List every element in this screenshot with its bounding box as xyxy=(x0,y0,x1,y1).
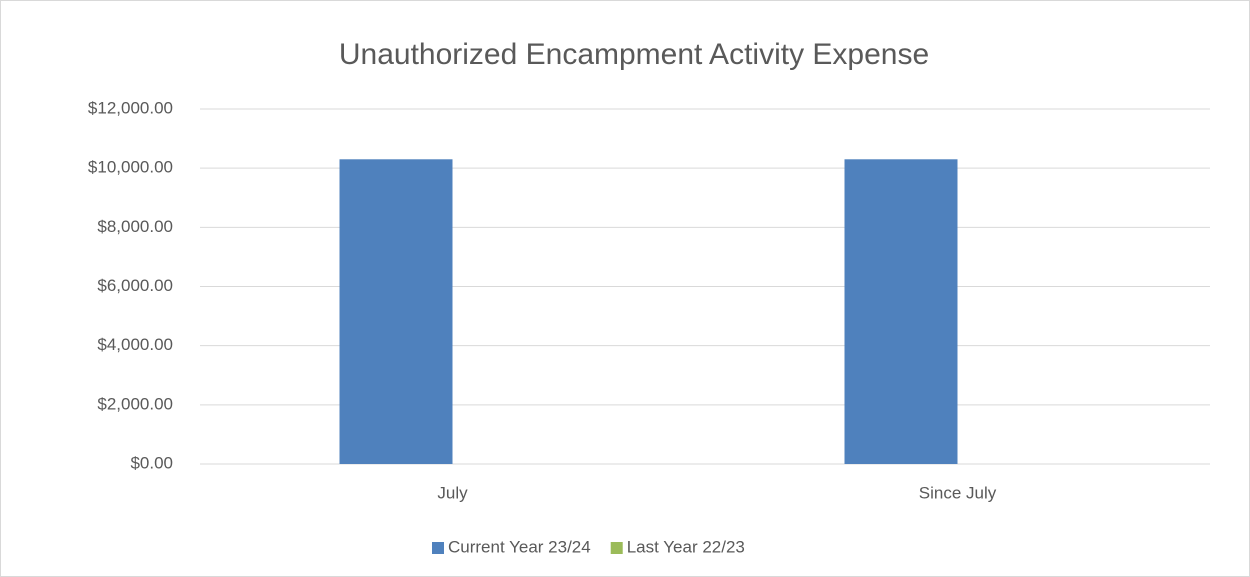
x-tick-label: Since July xyxy=(919,483,997,502)
y-tick-label: $2,000.00 xyxy=(97,394,173,413)
y-tick-label: $0.00 xyxy=(130,453,173,472)
bar xyxy=(339,159,453,464)
x-tick-label: July xyxy=(437,483,468,502)
bar xyxy=(844,159,958,464)
legend-label: Current Year 23/24 xyxy=(448,537,591,556)
y-tick-label: $6,000.00 xyxy=(97,276,173,295)
legend-label: Last Year 22/23 xyxy=(627,537,745,556)
y-tick-label: $12,000.00 xyxy=(88,98,173,117)
legend-swatch xyxy=(432,542,444,554)
y-tick-label: $4,000.00 xyxy=(97,335,173,354)
y-tick-label: $10,000.00 xyxy=(88,158,173,177)
legend-swatch xyxy=(610,542,623,554)
y-tick-label: $8,000.00 xyxy=(97,217,173,236)
chart-title: Unauthorized Encampment Activity Expense xyxy=(339,38,929,71)
